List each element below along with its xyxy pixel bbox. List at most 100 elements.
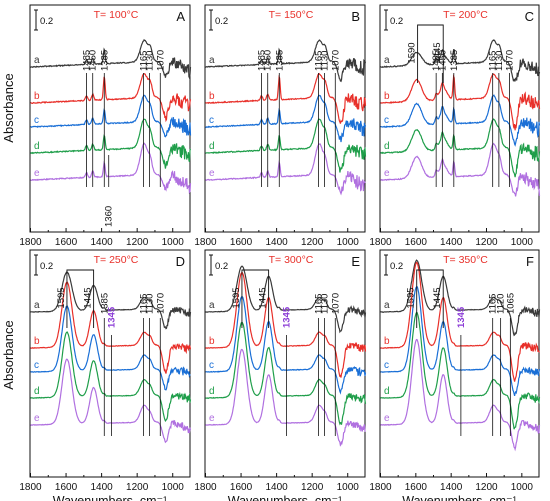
x-tick-label: 1200 [475, 482, 498, 493]
curve-label-b: b [209, 91, 215, 102]
curve-label-e: e [34, 168, 40, 179]
x-tick-label: 1000 [162, 482, 185, 493]
spectrum-line-a [205, 265, 367, 334]
spectrum-line-e [380, 142, 541, 197]
peak-label: 1070 [155, 50, 166, 71]
panel-title: T= 250°C [94, 254, 139, 266]
curve-label-b: b [384, 91, 390, 102]
peak-label: 1065 [505, 293, 516, 314]
spectrum-line-a [30, 38, 192, 80]
peak-bracket [66, 269, 95, 328]
spectrum-line-b [30, 72, 192, 123]
curve-label-e: e [209, 413, 215, 424]
peak-label: 1130 [494, 51, 505, 71]
curve-label-c: c [34, 115, 39, 126]
curve-label-a: a [209, 55, 215, 66]
peak-label: 1485 [82, 50, 93, 71]
curve-label-d: d [34, 386, 40, 397]
peak-label: 1120 [496, 294, 507, 314]
panel-title: T= 350°C [443, 254, 488, 266]
x-tick-label: 1200 [301, 237, 324, 248]
annotation-label: 1345 [456, 306, 467, 328]
panel-letter: F [526, 254, 534, 269]
curve-label-c: c [384, 360, 389, 371]
peak-label: 1165 [488, 294, 499, 314]
peak-label: 1385 [99, 50, 110, 71]
y-axis-label-bottom: Absorbance [1, 320, 16, 389]
peak-label: 1130 [320, 294, 331, 314]
spectrum-line-c [380, 94, 541, 147]
x-tick-label: 1200 [126, 482, 149, 493]
spectrum-line-c [205, 295, 367, 395]
peak-bracket [417, 24, 444, 83]
x-tick-label: 1800 [19, 237, 42, 248]
annotation-label: 1345 [106, 306, 117, 328]
curve-label-c: c [209, 115, 214, 126]
bracket-label: 1445 [83, 287, 94, 308]
curve-label-b: b [34, 336, 40, 347]
spectrum-line-a [205, 39, 367, 83]
curve-label-a: a [209, 300, 215, 311]
spectrum-line-b [380, 261, 541, 382]
peak-label: 1165 [313, 51, 324, 71]
x-tick-label: 1200 [126, 237, 149, 248]
peak-label: 1385 [99, 293, 110, 314]
curve-label-e: e [34, 413, 40, 424]
spectrum-line-d [30, 118, 192, 169]
peak-label: 1385 [449, 50, 460, 71]
curve-label-b: b [384, 336, 390, 347]
x-tick-label: 1000 [337, 482, 360, 493]
x-tick-label: 1800 [194, 482, 217, 493]
panel-frame [379, 249, 540, 478]
scale-bar-label: 0.2 [215, 261, 228, 272]
peak-label: 1070 [504, 50, 515, 71]
x-tick-label: 1400 [90, 482, 113, 493]
x-tick-label: 1600 [55, 482, 78, 493]
spectrum-line-c [380, 285, 541, 397]
annotation-label: 1345 [281, 306, 292, 328]
peak-label: 1485 [431, 50, 442, 71]
curve-label-d: d [384, 386, 390, 397]
scale-bar-label: 0.2 [40, 16, 53, 27]
peak-bracket [241, 269, 270, 328]
panel-D: D T= 250°C 0.2 1800 1600 1400 1200 1000Wavenumb… [19, 249, 192, 501]
peak-label: 1385 [274, 50, 285, 71]
x-tick-label: 1000 [511, 482, 534, 493]
curve-label-a: a [384, 55, 390, 66]
curve-label-a: a [34, 300, 40, 311]
x-tick-label: 1800 [194, 237, 217, 248]
spectrum-line-b [205, 271, 367, 378]
peak-label: 1165 [138, 294, 149, 314]
x-tick-label: 1000 [162, 237, 185, 248]
peak-label: 1130 [145, 51, 156, 71]
x-tick-label: 1200 [475, 237, 498, 248]
x-axis-label: Wavenumbers, cm⁻¹ [228, 494, 343, 501]
panel-C: C T= 200°C 0.2 1800 1600 1400 1200 1000 a b c d e 148… [369, 4, 541, 248]
panel-letter: D [176, 254, 185, 269]
peak-label: 1450 [88, 50, 99, 71]
curve-label-c: c [384, 115, 389, 126]
y-axis-label-top: Absorbance [1, 73, 16, 142]
peak-label: 1130 [320, 51, 331, 71]
x-axis-label: Wavenumbers, cm⁻¹ [53, 494, 168, 501]
spectrum-line-e [380, 338, 541, 452]
panel-frame [379, 4, 540, 233]
panel-letter: C [525, 9, 534, 24]
curve-label-d: d [34, 141, 40, 152]
x-tick-label: 1400 [440, 482, 463, 493]
x-tick-label: 1400 [265, 237, 288, 248]
x-tick-label: 1600 [230, 237, 253, 248]
spectrum-line-d [205, 118, 367, 173]
x-tick-label: 1400 [265, 482, 288, 493]
peak-bracket [416, 269, 444, 328]
bracket-label: 1445 [432, 287, 443, 308]
curve-label-a: a [34, 55, 40, 66]
spectrum-line-d [380, 311, 541, 430]
spectrum-line-d [205, 321, 367, 426]
x-tick-label: 1400 [440, 237, 463, 248]
spectrum-line-b [380, 73, 541, 131]
x-tick-label: 1000 [511, 237, 534, 248]
panel-letter: A [176, 9, 185, 24]
x-tick-label: 1800 [369, 482, 392, 493]
